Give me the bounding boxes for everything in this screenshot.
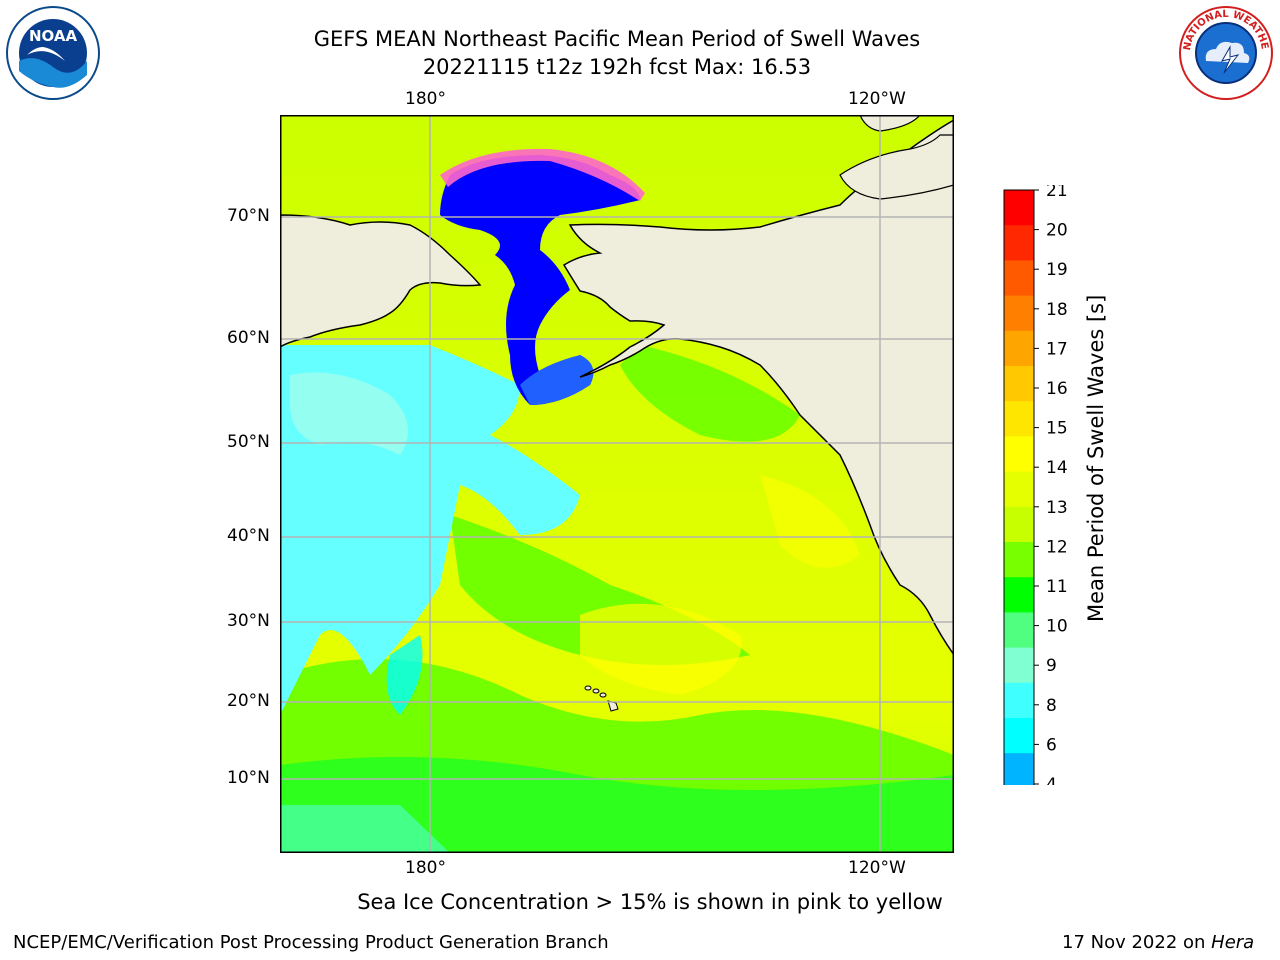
colorbar-tick-label: 12 — [1046, 537, 1068, 557]
colorbar-swatch — [1004, 190, 1034, 226]
colorbar-swatch — [1004, 225, 1034, 261]
lat-tick-20n: 20°N — [227, 691, 270, 711]
swell-band-14s-east — [760, 475, 860, 568]
colorbar-swatch — [1004, 471, 1034, 508]
colorbar-swatch — [1004, 682, 1034, 719]
lat-tick-70n: 70°N — [227, 206, 270, 226]
footer-date-text: 17 Nov 2022 on — [1062, 932, 1212, 953]
chart-title: GEFS MEAN Northeast Pacific Mean Period … — [313, 27, 921, 51]
lon-tick-top-180: 180° — [405, 89, 446, 109]
nws-logo-icon: NATIONAL WEATHER SERVICE — [1174, 0, 1274, 105]
colorbar-tick-label: 18 — [1046, 300, 1068, 320]
footer-machine: Hera — [1211, 932, 1255, 953]
land-arctic-islands — [839, 134, 954, 200]
colorbar-tick-label: 8 — [1046, 696, 1057, 716]
colorbar-swatch — [1004, 436, 1034, 473]
colorbar-tick-label: 16 — [1046, 379, 1068, 399]
lon-tick-top-120w: 120°W — [848, 89, 906, 109]
colorbar-swatch — [1004, 612, 1034, 649]
svg-text:NOAA: NOAA — [29, 27, 78, 45]
colorbar-swatch — [1004, 260, 1034, 297]
colorbar-swatch — [1004, 366, 1034, 402]
colorbar-swatches: 21201918171615141312111098642 — [1003, 181, 1068, 853]
swell-band-14s — [580, 603, 742, 695]
chart-subtitle: 20221115 t12z 192h fcst Max: 16.53 — [422, 55, 812, 79]
colorbar-swatch — [1004, 753, 1034, 789]
colorbar-tick-label: 11 — [1046, 577, 1068, 597]
map-frame — [280, 115, 954, 853]
colorbar-swatch — [1004, 401, 1034, 437]
colorbar-swatch — [1004, 647, 1034, 684]
sea-ice-caption: Sea Ice Concentration > 15% is shown in … — [357, 890, 943, 914]
lat-tick-30n: 30°N — [227, 611, 270, 631]
swell-band-9s-sw — [280, 805, 450, 853]
lat-tick-10n: 10°N — [227, 768, 270, 788]
lon-tick-bottom-180: 180° — [405, 858, 446, 878]
swell-band-4s — [520, 355, 594, 405]
colorbar-swatch — [1004, 506, 1034, 543]
swell-band-green-equator — [280, 757, 954, 853]
swell-band-green-gulf — [620, 345, 800, 442]
colorbar-swatch — [1004, 718, 1034, 754]
colorbar: 21201918171615141312111098642 — [1000, 181, 1070, 853]
swell-band-8s — [290, 372, 408, 455]
colorbar-tick-label: 13 — [1046, 498, 1068, 518]
lon-tick-bottom-120w: 120°W — [848, 858, 906, 878]
colorbar-swatch — [1004, 295, 1034, 332]
colorbar-tick-label: 19 — [1046, 260, 1068, 280]
colorbar-tick-label: 20 — [1046, 221, 1068, 241]
colorbar-tick-label: 10 — [1046, 617, 1068, 637]
lat-tick-40n: 40°N — [227, 526, 270, 546]
map-graticule — [280, 115, 954, 853]
colorbar-tick-label: 4 — [1046, 775, 1057, 785]
colorbar-swatch — [1004, 542, 1034, 578]
lat-tick-50n: 50°N — [227, 432, 270, 452]
colorbar-swatch — [1004, 330, 1034, 367]
colorbar-tick-label: 14 — [1046, 458, 1068, 478]
noaa-logo-icon: NOAA — [5, 5, 101, 105]
colorbar-tick-label: 17 — [1046, 339, 1068, 359]
colorbar-tick-label: 9 — [1046, 656, 1057, 676]
colorbar-tick-label: 6 — [1046, 735, 1057, 755]
colorbar-tick-label: 21 — [1046, 185, 1068, 201]
lat-tick-60n: 60°N — [227, 328, 270, 348]
map-canvas — [280, 115, 954, 853]
swell-period-map — [280, 115, 954, 853]
swell-band-6s — [386, 635, 423, 715]
footer-date: 17 Nov 2022 on Hera — [1062, 932, 1254, 953]
footer-branch: NCEP/EMC/Verification Post Processing Pr… — [13, 932, 609, 953]
colorbar-label: Mean Period of Swell Waves [s] — [1084, 294, 1108, 622]
colorbar-swatch — [1004, 577, 1034, 613]
colorbar-tick-label: 15 — [1046, 419, 1068, 439]
sea-ice-edge — [440, 148, 645, 201]
